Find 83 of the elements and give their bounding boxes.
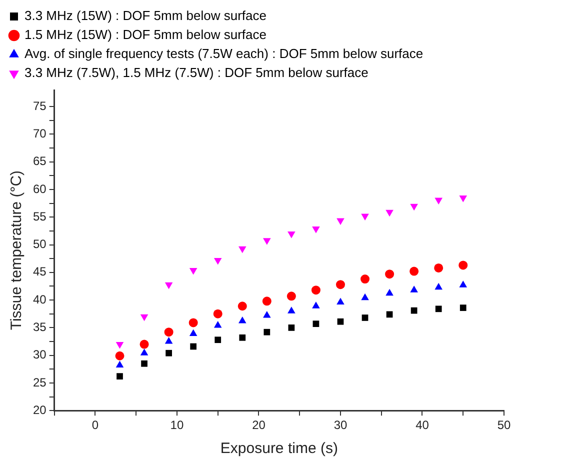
point [312,320,320,327]
point [361,293,369,300]
point [435,306,442,312]
y-tick-label: 70 [32,126,47,141]
point [385,270,394,279]
legend-label: 3.3 MHz (15W) : DOF 5mm below surface [24,8,266,24]
point [116,360,124,368]
y-tick-label: 30 [32,348,47,362]
point [115,351,124,360]
x-tick-label: 20 [252,418,266,432]
point [263,238,271,245]
y-tick-label: 45 [32,264,47,279]
point [459,280,468,288]
point [434,263,444,272]
point [140,340,149,349]
point [312,302,320,308]
y-tick-label: 40 [32,292,47,306]
point [166,350,172,356]
x-axis-title: Exposure time (s) [220,440,338,458]
point [238,316,246,324]
point [434,282,442,290]
x-tick-label: 0 [92,418,99,432]
point [141,360,148,367]
point [360,274,370,284]
point [263,311,271,318]
point [116,373,123,380]
point [311,286,320,295]
x-tick-label: 30 [334,418,348,432]
point [460,304,466,311]
point [410,266,419,276]
y-tick-label: 65 [32,154,47,168]
point [164,328,174,337]
point [188,318,198,328]
point [262,296,272,306]
point [410,204,418,211]
point [336,298,344,305]
point [288,324,295,331]
point [362,314,368,321]
legend-label: Avg. of single frequency tests (7.5W each) : DOF 5mm below surface [24,46,424,62]
y-tick-label: 20 [32,402,47,417]
y-tick-label: 55 [32,209,47,224]
point [386,311,393,318]
y-tick-label: 60 [32,182,47,196]
point [410,307,418,314]
y-tick-label: 75 [32,98,47,113]
point [458,260,468,270]
x-tick-label: 40 [416,418,430,432]
point [214,336,222,344]
point [434,198,442,204]
point [190,343,197,350]
point [140,314,148,322]
legend-label: 1.5 MHz (15W) : DOF 5mm below surface [24,27,266,42]
y-axis-title: Tissue temperature (°C) [8,170,26,330]
point [140,348,148,356]
y-tick-label: 50 [32,237,47,252]
point [386,210,394,217]
point [459,196,468,202]
point [239,334,246,341]
point [336,280,345,290]
point [288,306,296,314]
point [214,320,222,328]
legend-label: 3.3 MHz (7.5W), 1.5 MHz (7.5W) : DOF 5mm below surface [24,65,368,80]
y-tick-label: 35 [32,320,47,334]
point [288,231,296,238]
y-tick-label: 25 [32,375,47,390]
point [214,258,222,265]
point [336,218,344,225]
point [264,328,270,336]
point [189,268,198,275]
point [361,214,369,221]
point [337,318,344,325]
point [386,288,394,296]
point [189,329,198,336]
point [238,302,247,311]
point [410,286,418,292]
point [312,226,320,234]
point [213,309,222,318]
x-tick-label: 50 [497,418,511,432]
point [164,282,173,290]
point [164,337,173,344]
x-tick-label: 10 [170,418,184,432]
point [286,292,296,301]
point [238,246,246,254]
